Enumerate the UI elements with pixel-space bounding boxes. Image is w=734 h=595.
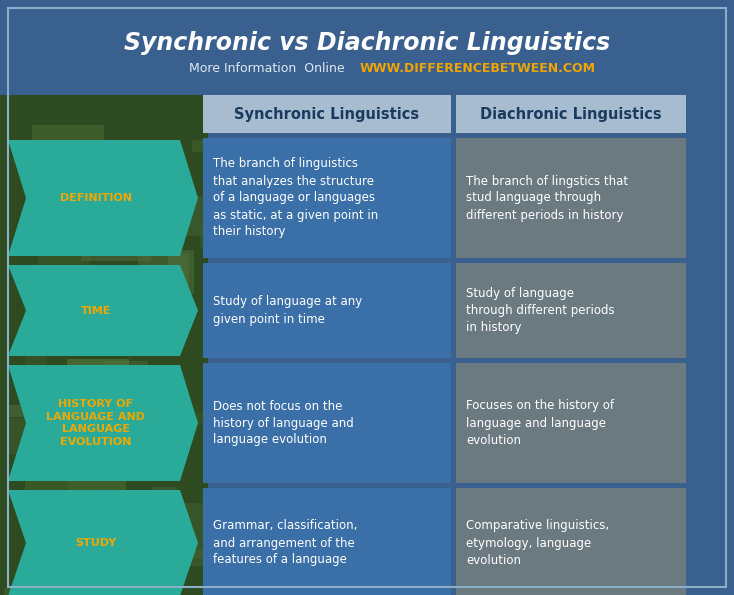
Bar — [68, 466, 126, 520]
Bar — [25, 458, 90, 496]
Bar — [0, 90, 208, 595]
Bar — [32, 124, 104, 165]
Bar — [161, 196, 181, 247]
Bar — [203, 488, 451, 595]
Bar — [168, 250, 194, 294]
Text: STUDY: STUDY — [76, 538, 117, 548]
Text: Focuses on the history of
language and language
evolution: Focuses on the history of language and l… — [466, 399, 614, 446]
Bar — [103, 361, 148, 372]
Bar — [113, 167, 181, 180]
Text: WWW.DIFFERENCEBETWEEN.COM: WWW.DIFFERENCEBETWEEN.COM — [360, 62, 596, 75]
Bar — [87, 208, 114, 234]
Bar — [456, 95, 686, 133]
Text: Synchronic vs Diachronic Linguistics: Synchronic vs Diachronic Linguistics — [124, 31, 610, 55]
Bar — [164, 196, 214, 236]
Bar — [203, 95, 451, 133]
Text: More Information  Online: More Information Online — [189, 62, 352, 75]
Polygon shape — [8, 265, 198, 356]
Bar — [0, 0, 734, 95]
Text: The branch of lingstics that
stud language through
different periods in history: The branch of lingstics that stud langua… — [466, 174, 628, 221]
Text: Does not focus on the
history of language and
language evolution: Does not focus on the history of languag… — [213, 399, 354, 446]
Bar — [192, 140, 224, 152]
Bar — [138, 253, 189, 291]
Text: Grammar, classification,
and arrangement of the
features of a language: Grammar, classification, and arrangement… — [213, 519, 357, 566]
Bar — [7, 418, 46, 454]
Polygon shape — [8, 490, 198, 595]
Bar — [181, 503, 212, 558]
Bar — [152, 487, 176, 515]
Bar — [200, 223, 250, 248]
Bar — [456, 363, 686, 483]
Text: Study of language
through different periods
in history: Study of language through different peri… — [466, 287, 614, 334]
Bar — [78, 578, 142, 595]
Text: HISTORY OF
LANGUAGE AND
LANGUAGE
EVOLUTION: HISTORY OF LANGUAGE AND LANGUAGE EVOLUTI… — [46, 399, 145, 447]
Bar — [126, 181, 150, 239]
Bar — [127, 166, 165, 194]
Bar — [89, 511, 161, 521]
Bar — [81, 233, 150, 261]
Text: Comparative linguistics,
etymology, language
evolution: Comparative linguistics, etymology, lang… — [466, 519, 609, 566]
Bar — [203, 138, 451, 258]
Bar — [68, 359, 129, 387]
Text: The branch of linguistics
that analyzes the structure
of a language or languages: The branch of linguistics that analyzes … — [213, 158, 378, 239]
Text: TIME: TIME — [81, 305, 111, 315]
Bar — [4, 588, 74, 595]
Bar — [456, 138, 686, 258]
Bar — [168, 550, 207, 566]
Bar — [60, 177, 136, 227]
Text: DEFINITION: DEFINITION — [60, 193, 132, 203]
Bar — [180, 412, 219, 425]
Bar — [38, 249, 90, 281]
Text: Synchronic Linguistics: Synchronic Linguistics — [234, 107, 420, 121]
Bar — [203, 263, 451, 358]
Polygon shape — [8, 365, 198, 481]
Bar — [7, 405, 58, 417]
Bar — [456, 488, 686, 595]
Text: Diachronic Linguistics: Diachronic Linguistics — [480, 107, 662, 121]
Polygon shape — [8, 140, 198, 256]
Bar — [456, 263, 686, 358]
Text: Study of language at any
given point in time: Study of language at any given point in … — [213, 296, 363, 325]
Bar — [202, 488, 278, 543]
Bar — [26, 346, 48, 402]
Bar — [203, 363, 451, 483]
Bar — [52, 303, 117, 325]
